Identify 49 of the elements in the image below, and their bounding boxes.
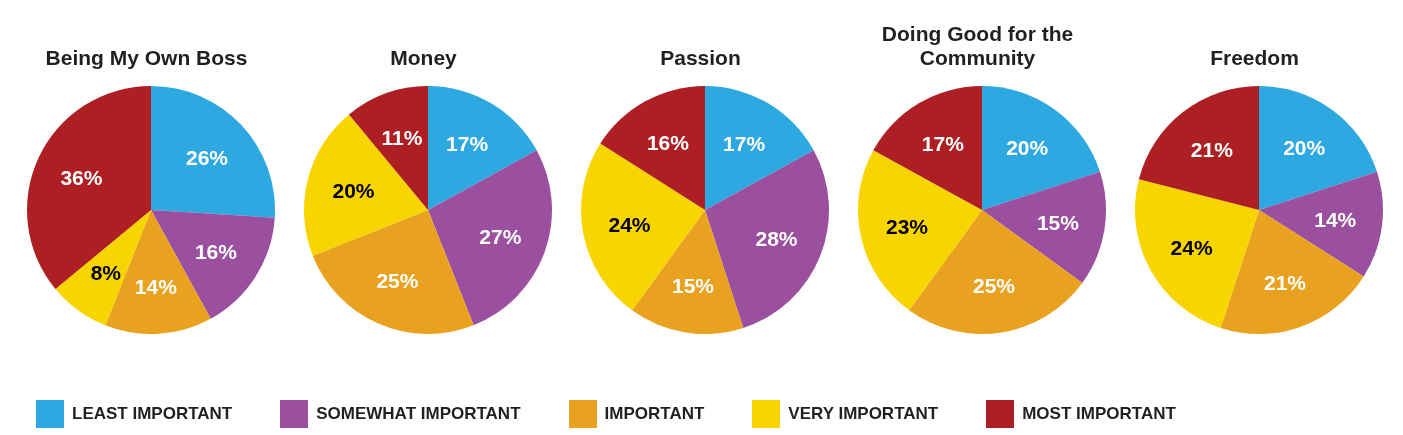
- data-label: 21%: [1264, 270, 1307, 294]
- chart-title: Being My Own Boss: [44, 46, 249, 70]
- data-label: 11%: [381, 126, 423, 150]
- pie-slice: [1135, 179, 1259, 328]
- pie-slice: [428, 150, 552, 326]
- data-label: 17%: [446, 132, 489, 156]
- data-label: 25%: [973, 274, 1016, 298]
- pie-slice: [1259, 171, 1383, 277]
- pie-slice: [428, 86, 537, 210]
- data-label: 14%: [1314, 208, 1357, 232]
- data-label: 25%: [376, 269, 419, 293]
- legend-label: SOMEWHAT IMPORTANT: [316, 404, 521, 424]
- data-label: 16%: [194, 239, 238, 263]
- pie-slice: [151, 86, 275, 218]
- pie-slice: [600, 86, 705, 210]
- pie-slice: [873, 86, 982, 210]
- chart-title: Money: [389, 46, 458, 70]
- data-label: 8%: [90, 260, 122, 284]
- chart-title: Freedom: [1209, 46, 1300, 70]
- data-label: 24%: [1170, 235, 1213, 259]
- pie-slice: [982, 86, 1100, 210]
- data-label: 23%: [885, 215, 929, 239]
- pie-slice: [705, 86, 814, 210]
- data-label: 16%: [646, 131, 690, 155]
- data-label: 17%: [921, 132, 965, 156]
- data-label: 20%: [1283, 136, 1326, 160]
- data-label: 17%: [723, 132, 766, 156]
- data-label: 20%: [1006, 136, 1049, 160]
- data-label: 20%: [332, 179, 375, 203]
- pie-slice: [1138, 86, 1259, 210]
- pie-slice: [312, 210, 474, 334]
- legend-label: LEAST IMPORTANT: [72, 404, 233, 424]
- data-label: 15%: [671, 274, 715, 298]
- data-label: 24%: [608, 212, 651, 236]
- chart-title: Passion: [659, 46, 742, 70]
- data-label: 28%: [755, 226, 798, 250]
- legend-label: VERY IMPORTANT: [788, 404, 939, 424]
- data-label: 27%: [479, 224, 522, 248]
- data-label: 21%: [1190, 137, 1234, 161]
- pie-slice: [1259, 86, 1377, 210]
- legend-label: MOST IMPORTANT: [1022, 404, 1176, 424]
- chart-title: Doing Good for the Community: [880, 22, 1075, 70]
- data-label: 26%: [186, 145, 229, 169]
- data-label: 15%: [1036, 210, 1080, 234]
- legend-label: IMPORTANT: [604, 404, 705, 424]
- pie-slice: [304, 114, 428, 256]
- data-label: 14%: [134, 275, 178, 299]
- data-label: 36%: [60, 165, 103, 189]
- pie-slice: [1220, 210, 1364, 334]
